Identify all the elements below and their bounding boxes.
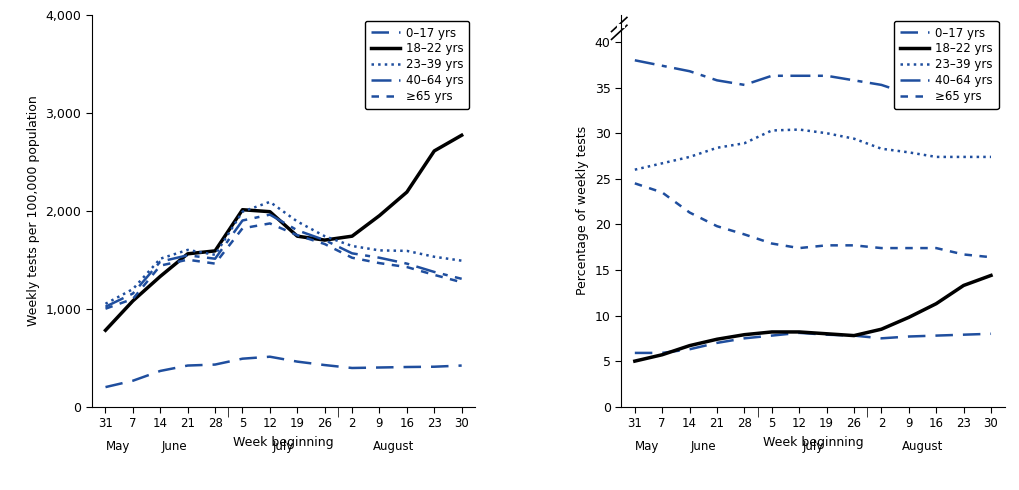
Text: |: | — [865, 407, 868, 417]
Text: July: July — [273, 440, 293, 453]
Text: May: May — [634, 440, 658, 453]
Legend: 0–17 yrs, 18–22 yrs, 23–39 yrs, 40–64 yrs, ≥65 yrs: 0–17 yrs, 18–22 yrs, 23–39 yrs, 40–64 yr… — [364, 21, 469, 109]
X-axis label: Week beginning: Week beginning — [233, 436, 333, 449]
X-axis label: Week beginning: Week beginning — [762, 436, 862, 449]
Text: June: June — [161, 440, 186, 453]
Text: August: August — [372, 440, 414, 453]
Text: June: June — [690, 440, 715, 453]
Text: May: May — [105, 440, 129, 453]
Text: |: | — [756, 407, 759, 417]
Y-axis label: Weekly tests per 100,000 population: Weekly tests per 100,000 population — [26, 96, 40, 326]
Text: August: August — [901, 440, 943, 453]
Text: |: | — [336, 407, 339, 417]
Y-axis label: Percentage of weekly tests: Percentage of weekly tests — [576, 126, 589, 295]
Text: |: | — [227, 407, 230, 417]
Text: July: July — [802, 440, 822, 453]
Legend: 0–17 yrs, 18–22 yrs, 23–39 yrs, 40–64 yrs, ≥65 yrs: 0–17 yrs, 18–22 yrs, 23–39 yrs, 40–64 yr… — [893, 21, 998, 109]
